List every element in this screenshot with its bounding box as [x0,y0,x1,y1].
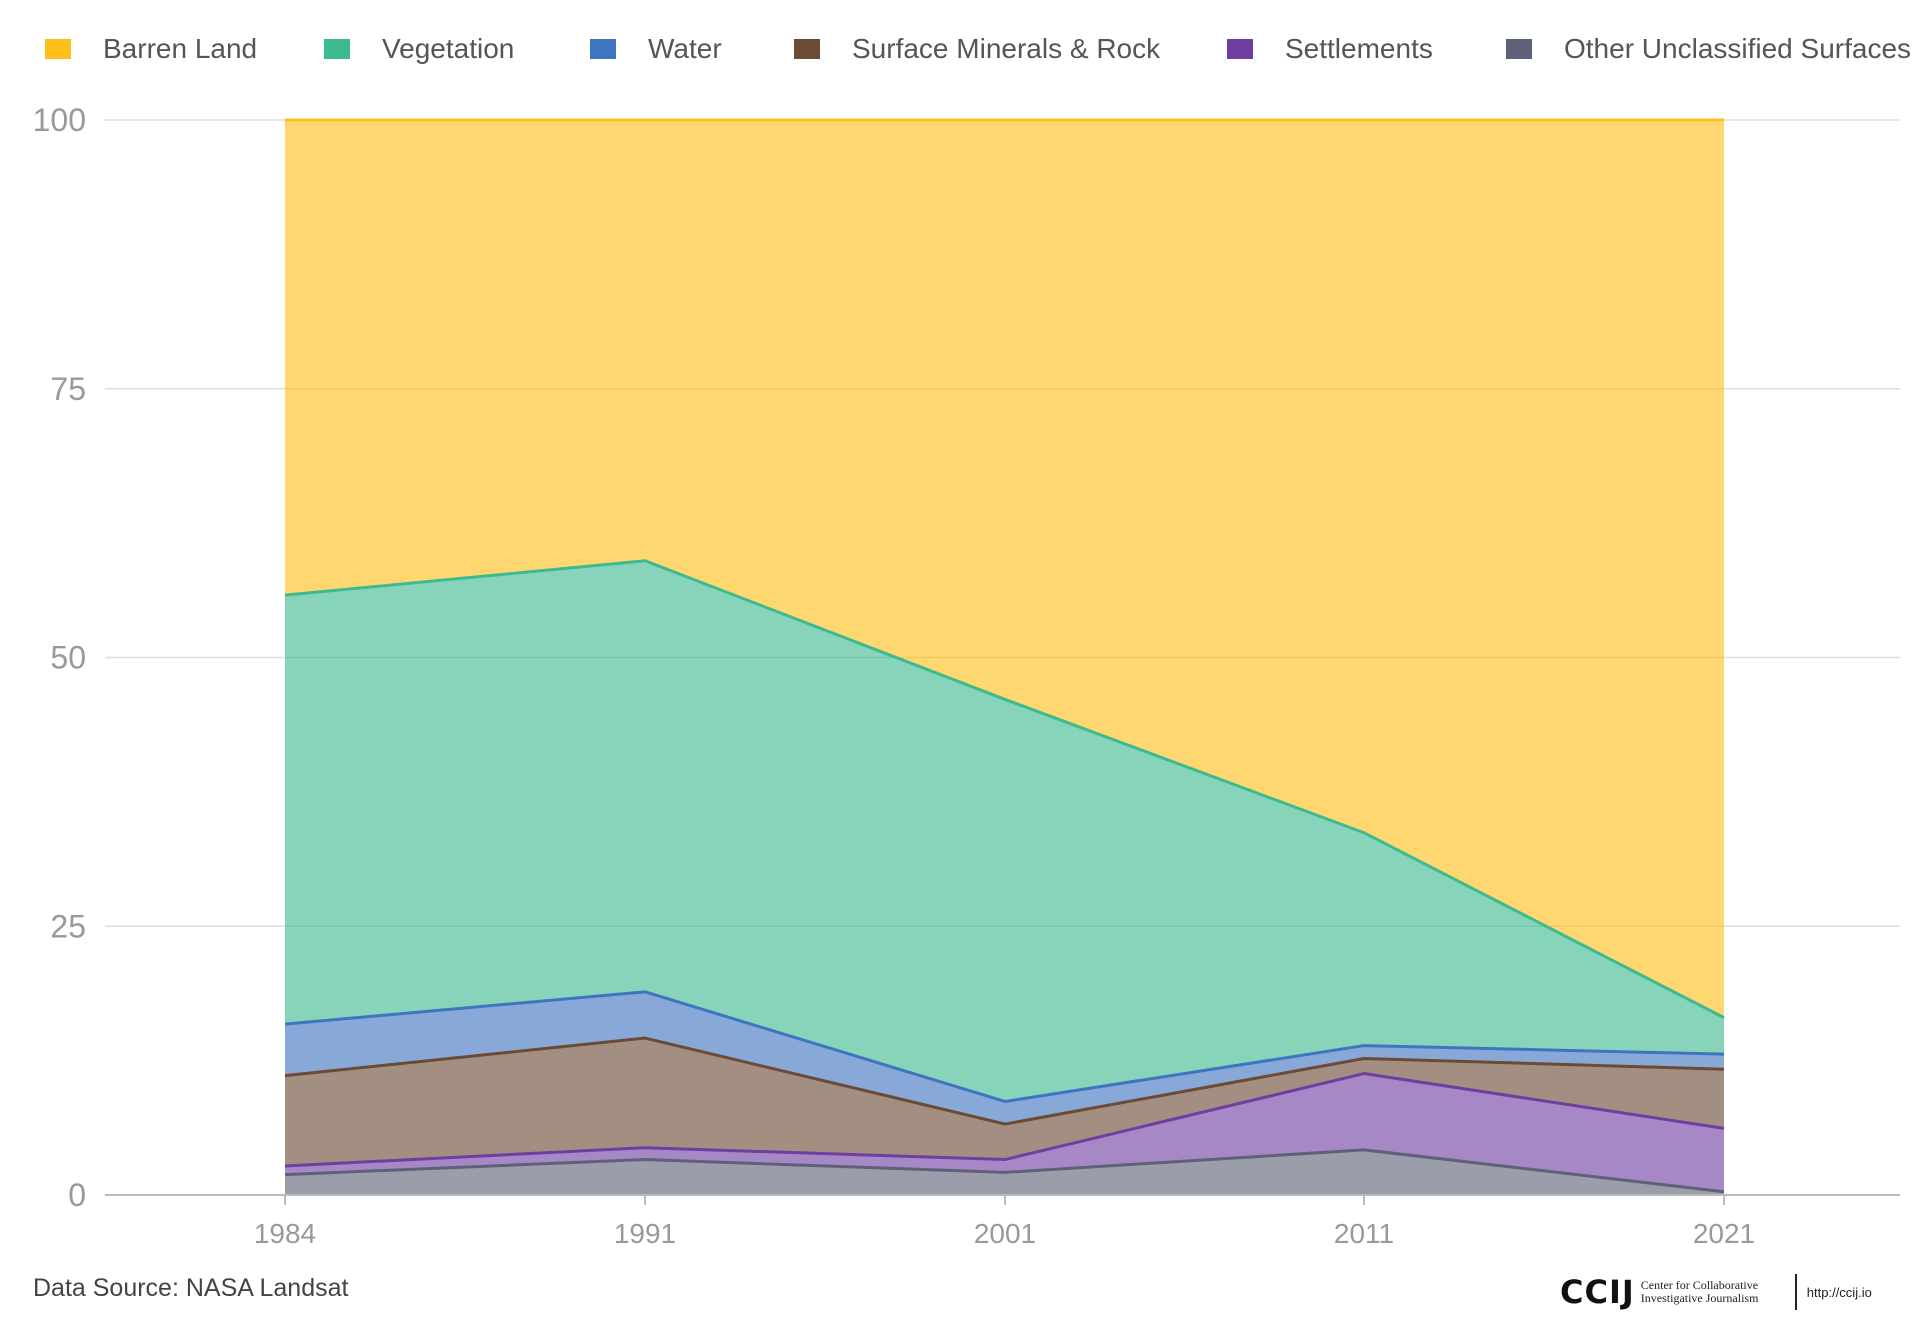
legend-item-surface-minerals[interactable]: Surface Minerals & Rock [794,22,1160,76]
x-tick-label-2011: 2011 [1334,1218,1394,1249]
legend-label-water: Water [648,33,722,64]
y-tick-label-100: 100 [33,102,86,138]
legend-item-settlements[interactable]: Settlements [1227,22,1433,76]
legend-label-barren-land: Barren Land [103,33,258,64]
legend-swatch-vegetation [324,39,350,59]
legend-item-water[interactable]: Water [590,22,722,76]
legend-swatch-barren-land [45,39,71,59]
ccij-url-link[interactable]: http://ccij.io [1806,1284,1872,1300]
axis-layer: 0 25 50 75 100 1984 1991 2001 2011 2021 [33,102,1900,1249]
x-tick-label-2021: 2021 [1693,1218,1755,1249]
area-layer [285,120,1724,1195]
line-surface-minerals-rock [284,1036,1725,1126]
x-tick-label-2001: 2001 [974,1218,1036,1249]
ccij-brand[interactable]: CCIJ Center for Collaborative Investigat… [1560,1272,1872,1312]
y-tick-label-75: 75 [50,371,86,407]
legend-item-vegetation[interactable]: Vegetation [324,22,514,76]
legend-item-other-unclassified[interactable]: Other Unclassified Surfaces [1506,22,1911,76]
legend-label-other-unclassified: Other Unclassified Surfaces [1564,33,1912,64]
area-vegetation [285,560,1724,1102]
line-vegetation [284,559,1725,1019]
legend-swatch-other-unclassified [1506,39,1532,59]
legend-label-surface-minerals: Surface Minerals & Rock [852,33,1161,64]
y-tick-label-0: 0 [68,1177,86,1213]
brand-divider [1794,1274,1797,1310]
area-settlements [285,1073,1724,1192]
area-water [285,991,1724,1125]
x-tick-label-1991: 1991 [614,1218,676,1249]
legend-label-settlements: Settlements [1285,33,1433,64]
area-surface-minerals-rock [285,1038,1724,1166]
series-line-layer [284,118,1725,1194]
line-other-unclassified-surfaces [284,1148,1725,1194]
legend-swatch-settlements [1227,39,1253,59]
legend-item-barren-land[interactable]: Barren Land [45,22,257,76]
line-settlements [284,1072,1725,1168]
legend-swatch-water [590,39,616,59]
data-source-note: Data Source: NASA Landsat [33,1274,349,1302]
y-tick-label-25: 25 [50,908,86,944]
line-water [284,990,1725,1103]
ccij-brand-name: Center for Collaborative Investigative J… [1640,1278,1759,1305]
y-tick-label-50: 50 [50,640,86,676]
legend-label-vegetation: Vegetation [382,33,515,64]
ccij-logo: CCIJ [1560,1273,1635,1311]
chart-legend: Barren Land Vegetation Water Surface Min… [0,22,1920,76]
area-barren-land [285,120,1724,1018]
x-tick-label-1984: 1984 [254,1218,316,1249]
legend-swatch-surface-minerals [794,39,820,59]
